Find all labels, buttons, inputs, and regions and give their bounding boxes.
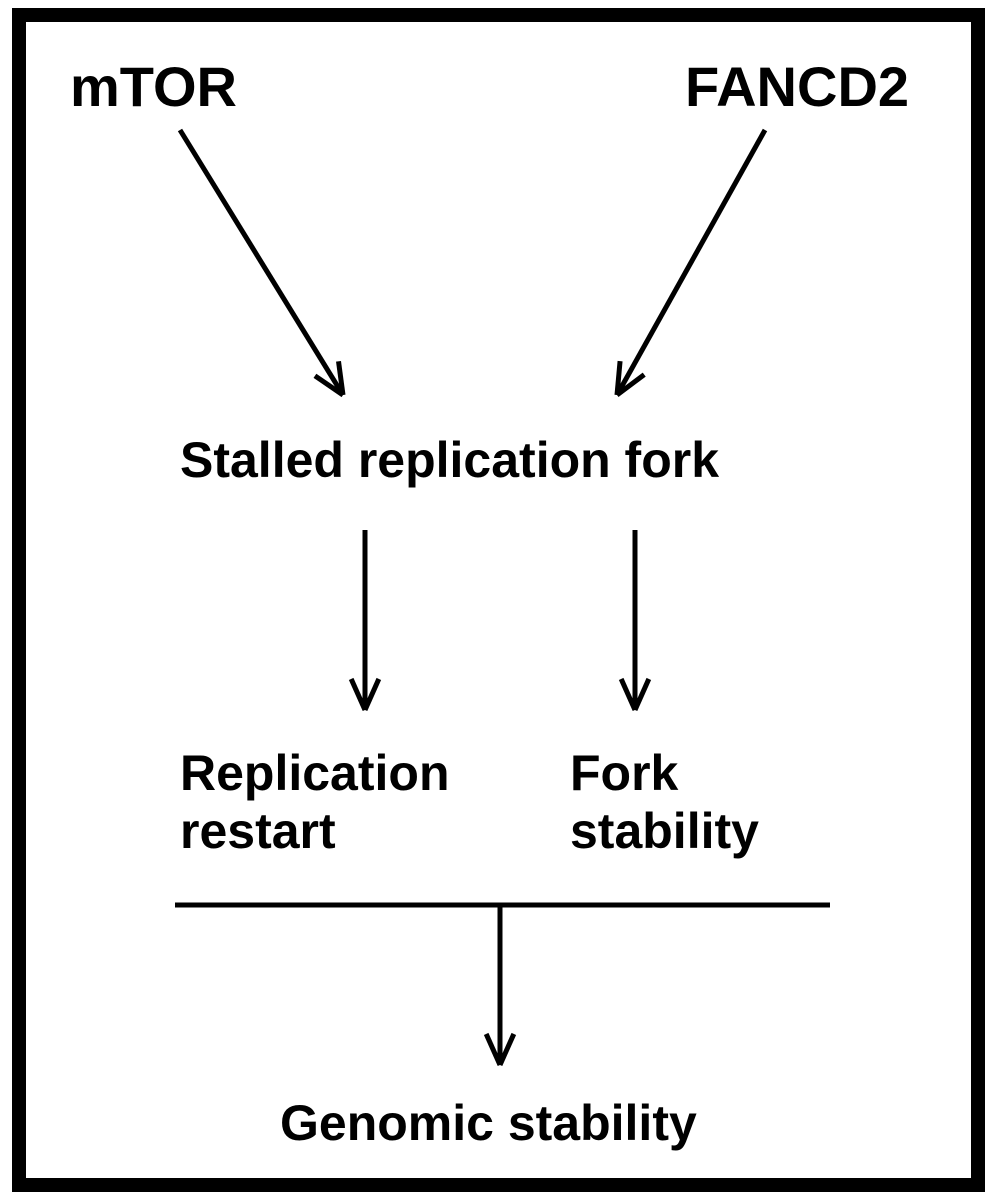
- arrows-layer: [0, 0, 997, 1200]
- diagram-frame: mTOR FANCD2 Stalled replication fork Rep…: [0, 0, 997, 1200]
